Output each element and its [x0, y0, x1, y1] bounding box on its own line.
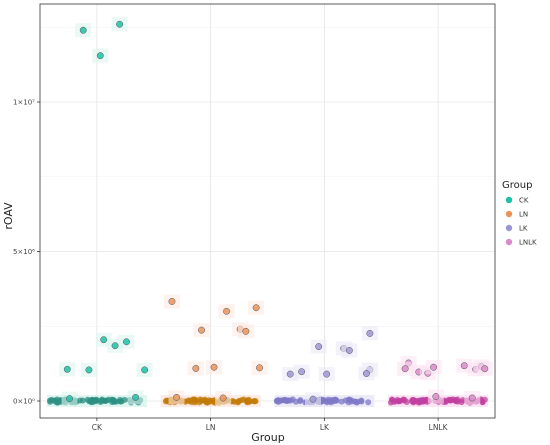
legend-label-lk: LK [519, 225, 528, 233]
data-point-ln [219, 394, 227, 402]
data-point-ck [116, 20, 124, 28]
data-point-lnlk [468, 394, 476, 402]
x-tick-label: CK [92, 423, 103, 432]
legend-key-lnlk [505, 238, 513, 246]
data-point-ck [63, 365, 71, 373]
dense-point [121, 396, 128, 403]
dense-point [186, 398, 193, 405]
data-point-ln [242, 327, 250, 335]
legend-title: Group [502, 180, 532, 191]
data-point-ln [223, 307, 231, 315]
data-point-lnlk [432, 393, 440, 400]
data-point-ck [96, 52, 104, 60]
dense-point [52, 397, 59, 404]
data-point-ln [168, 297, 176, 305]
dense-point [283, 397, 290, 404]
y-tick-label: 5×10⁶ [13, 248, 35, 256]
data-point-ck [85, 366, 93, 374]
data-point-ck [132, 393, 140, 401]
data-point-ln [252, 304, 260, 312]
dense-point [203, 398, 210, 405]
dense-point [324, 399, 331, 406]
data-point-ck [123, 338, 130, 346]
data-point-lnlk [430, 363, 438, 371]
dense-point [413, 397, 420, 404]
legend-label-lnlk: LNLK [519, 239, 537, 247]
data-point-lk [363, 370, 370, 377]
dense-point [113, 398, 120, 405]
dense-point [84, 396, 91, 403]
data-point-lk [366, 329, 374, 337]
dense-point [401, 396, 408, 403]
data-point-ln [210, 363, 218, 371]
dense-point [275, 398, 282, 405]
dense-point [395, 398, 402, 405]
data-point-lk [298, 368, 306, 376]
dense-point [358, 398, 365, 405]
data-point-lk [309, 395, 317, 403]
y-tick-label: 0×10⁰ [13, 398, 35, 406]
legend-key-ln [505, 210, 513, 218]
data-point-ck [100, 336, 108, 344]
dense-point [91, 397, 98, 404]
x-axis-title: Group [251, 431, 285, 444]
dense-point [447, 396, 454, 403]
dense-point [292, 398, 299, 405]
dense-point [47, 398, 54, 405]
data-point-ln [198, 326, 205, 334]
data-point-lnlk [401, 365, 409, 373]
dense-point [418, 398, 425, 405]
data-point-lk [286, 370, 294, 378]
data-point-lk [323, 370, 331, 378]
data-point-ck [141, 366, 149, 374]
x-tick-label: LNLK [429, 423, 449, 432]
dense-point [191, 397, 198, 404]
dense-point [105, 396, 112, 403]
dense-point [235, 398, 242, 405]
data-point-lk [345, 347, 353, 354]
x-tick-label: LK [320, 423, 330, 432]
data-point-lnlk [460, 362, 468, 370]
data-point-ck [111, 342, 119, 350]
dense-point [481, 396, 488, 403]
data-point-ln [173, 393, 180, 401]
legend-key-lk [505, 224, 513, 232]
y-axis-title: rOAV [2, 202, 15, 230]
dense-point [251, 398, 258, 405]
plot-panel-border [39, 3, 496, 419]
dense-point [332, 397, 339, 404]
x-tick-label: LN [206, 423, 216, 432]
data-point-ln [256, 364, 263, 372]
dense-point [365, 399, 372, 406]
dense-point [229, 397, 236, 404]
legend-label-ck: CK [519, 197, 529, 205]
data-point-ck [66, 395, 74, 403]
dense-point [346, 396, 353, 403]
data-point-lk [315, 343, 323, 351]
legend-label-ln: LN [519, 211, 528, 219]
data-point-lnlk [481, 365, 489, 373]
points-layer [59, 17, 493, 407]
dense-point [196, 399, 203, 406]
y-tick-label: 1×10⁷ [13, 99, 35, 107]
data-point-ck [79, 26, 87, 34]
dense-point [452, 396, 459, 403]
data-point-ln [192, 364, 200, 372]
legend-key-ck [505, 196, 513, 204]
